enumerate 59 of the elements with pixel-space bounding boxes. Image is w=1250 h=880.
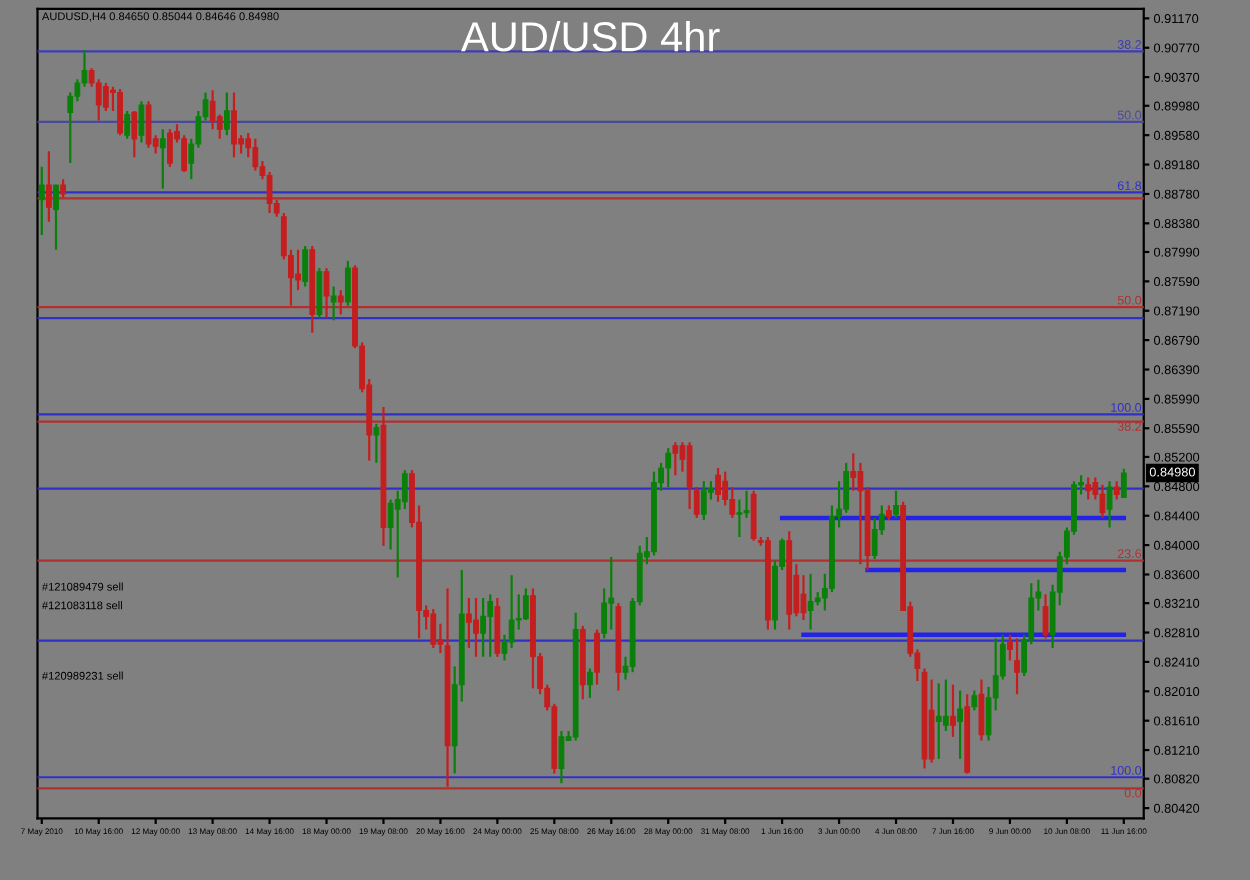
candlestick (608, 555, 615, 631)
candlestick (686, 441, 693, 511)
candlestick (1099, 483, 1106, 520)
candlestick (672, 441, 679, 477)
candlestick (715, 466, 721, 503)
candlestick (950, 683, 956, 738)
chart-title: AUD/USD 4hr (461, 20, 720, 52)
candlestick (665, 447, 672, 489)
candlestick (957, 689, 963, 760)
candlestick (159, 128, 166, 190)
candlestick (800, 574, 807, 622)
candlestick (316, 267, 323, 320)
candlestick (1106, 480, 1113, 529)
candlestick (323, 267, 330, 320)
candlestick (131, 109, 138, 159)
candlestick (465, 596, 472, 650)
candlestick (1113, 480, 1120, 501)
candlestick (978, 678, 985, 742)
candlestick (1042, 593, 1049, 640)
candlestick (700, 480, 707, 522)
candlestick (373, 422, 380, 464)
candlestick (124, 109, 131, 140)
candlestick (167, 128, 173, 168)
candlestick (138, 100, 145, 144)
candlestick (252, 137, 259, 172)
candlestick (736, 498, 743, 539)
candlestick (522, 587, 529, 622)
candlestick (223, 91, 230, 137)
candlestick (102, 81, 109, 113)
candlestick (494, 596, 501, 658)
candlestick (344, 259, 351, 307)
candlestick (337, 289, 344, 316)
candlestick (750, 489, 757, 542)
candlestick (587, 667, 593, 700)
candlestick (45, 150, 52, 223)
candlestick (38, 165, 45, 237)
candlestick (117, 87, 123, 137)
candlestick (1014, 637, 1020, 696)
candlestick (330, 285, 337, 322)
candlestick (209, 89, 216, 131)
candlestick (480, 596, 487, 658)
candlestick (1085, 476, 1092, 501)
candlestick (971, 689, 978, 712)
candlestick (1120, 467, 1127, 499)
candlestick (594, 628, 600, 686)
candlestick (807, 572, 814, 631)
candlestick (145, 100, 152, 149)
candlestick (473, 596, 479, 658)
candlestick (558, 729, 565, 785)
candlestick (60, 178, 67, 199)
candlestick (231, 91, 237, 159)
candlestick (302, 244, 309, 288)
candlestick (850, 452, 857, 492)
candlestick (935, 682, 942, 760)
candlestick (857, 461, 864, 566)
candlestick (430, 607, 437, 650)
candlestick (487, 593, 494, 658)
candlestick (893, 489, 899, 520)
candlestick (53, 184, 59, 251)
